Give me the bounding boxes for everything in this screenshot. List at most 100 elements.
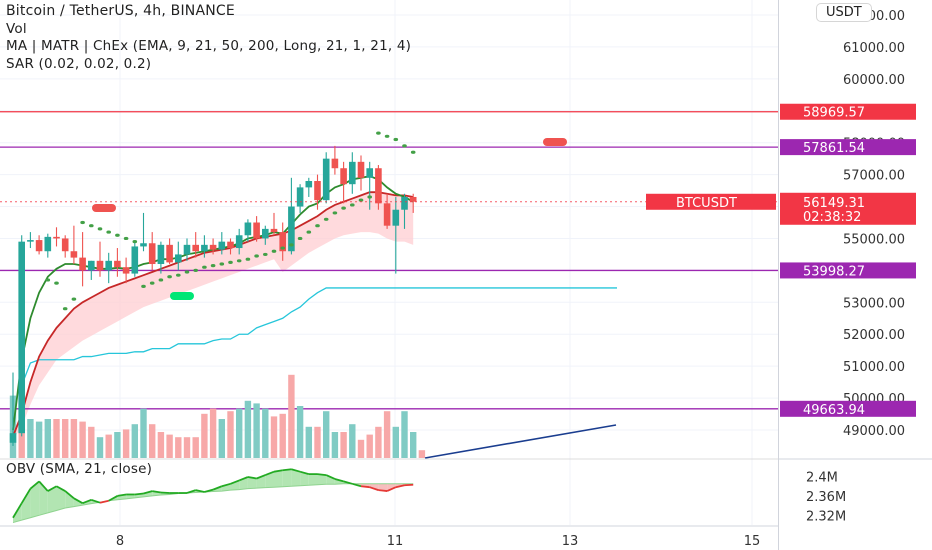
- volume-bar: [27, 419, 34, 458]
- price-tick-label: 55000.00: [843, 232, 905, 247]
- sar-dot: [202, 265, 207, 269]
- volume-bar: [96, 437, 104, 458]
- sar-dot: [228, 260, 233, 265]
- sar-dot: [402, 144, 407, 148]
- obv-line: [238, 476, 249, 482]
- volume-bar: [383, 411, 391, 458]
- time-tick-label: 11: [387, 534, 404, 549]
- candle-body: [27, 240, 34, 242]
- candle-body: [166, 244, 173, 263]
- obv-line: [264, 470, 275, 476]
- volume-bar: [114, 432, 121, 458]
- sar-dot: [289, 243, 294, 247]
- volume-bar: [410, 432, 417, 458]
- symbol-title: Bitcoin / TetherUS, 4h, BINANCE: [6, 3, 235, 19]
- candle-body: [70, 251, 78, 258]
- volume-bars: [9, 374, 617, 459]
- sar-dot: [176, 273, 181, 277]
- candle-body: [122, 267, 130, 274]
- sar-dot: [323, 217, 329, 221]
- obv-line: [134, 492, 144, 496]
- candle-body: [44, 236, 52, 252]
- sar-dot: [80, 220, 85, 225]
- sar-dot: [193, 268, 198, 272]
- candle-body: [357, 161, 365, 178]
- volume-bar: [375, 426, 382, 458]
- axis-labels: 62000.0061000.0060000.0059000.0058000.00…: [0, 9, 916, 549]
- candle-body: [401, 196, 408, 210]
- obv-line: [282, 468, 292, 472]
- candle-body: [218, 241, 226, 250]
- volume-bar: [296, 406, 304, 458]
- obv-fill: [230, 480, 240, 491]
- obv-line: [186, 489, 196, 494]
- candle-body: [227, 241, 234, 249]
- candle-body: [175, 254, 182, 263]
- time-tick-label: 13: [562, 534, 579, 549]
- current-price-badge: [780, 192, 916, 225]
- candle-body: [279, 232, 286, 252]
- obv-pane: [0, 458, 778, 524]
- volume-bar: [105, 434, 112, 458]
- obv-line: [386, 486, 397, 492]
- obv-sma-line: [12, 483, 414, 524]
- obv-line: [143, 490, 153, 495]
- volume-bar: [253, 403, 260, 458]
- sar-dot: [410, 150, 416, 154]
- sar-dot: [115, 233, 120, 237]
- candle-body: [314, 181, 321, 201]
- obv-line: [256, 474, 266, 480]
- candle-body: [375, 168, 382, 204]
- volume-bar: [79, 421, 86, 458]
- sar-dot: [263, 252, 268, 257]
- obv-line: [91, 498, 101, 504]
- obv-line: [360, 485, 370, 489]
- candle-body: [35, 240, 43, 252]
- sar-dot: [97, 227, 103, 231]
- obv-line: [247, 476, 257, 480]
- sar-legend: SAR (0.02, 0.02, 0.2): [6, 56, 152, 72]
- volume-bar: [53, 419, 60, 458]
- obv-fill: [317, 474, 327, 485]
- candle-body: [148, 243, 156, 264]
- level-badge: [780, 103, 916, 120]
- price-tick-label: 60000.00: [843, 73, 905, 88]
- sar-dot: [141, 284, 146, 288]
- candle-body: [349, 161, 356, 185]
- volume-bar: [288, 374, 295, 458]
- obv-line: [20, 488, 32, 504]
- obv-line: [317, 473, 327, 476]
- volume-bar: [192, 437, 199, 458]
- level-badge-label: 53998.27: [803, 264, 865, 279]
- candle-body: [114, 260, 121, 268]
- sar-dot: [62, 307, 68, 311]
- candle-body: [262, 228, 269, 239]
- candle-body: [392, 209, 400, 226]
- candle-body: [183, 244, 191, 255]
- obv-line: [108, 495, 118, 502]
- obv-line: [73, 497, 84, 504]
- obv-fill: [56, 486, 66, 511]
- sar-dot: [71, 297, 77, 301]
- sar-dot: [306, 230, 312, 234]
- obv-fill: [308, 474, 318, 486]
- candle-body: [270, 228, 278, 233]
- volume-bar: [323, 411, 330, 458]
- obv-line: [12, 502, 23, 519]
- obv-line: [395, 484, 405, 489]
- chex-buy-marker: [170, 292, 194, 300]
- obv-line: [230, 479, 240, 485]
- sar-dot: [376, 131, 381, 135]
- obv-line: [195, 489, 205, 493]
- obv-line: [212, 485, 223, 491]
- volume-bar: [183, 437, 191, 458]
- indicator-legend: MA | MATR | ChEx (EMA, 9, 21, 50, 200, L…: [6, 38, 412, 54]
- chex-sell-marker: [543, 138, 567, 146]
- currency-button[interactable]: USDT: [816, 3, 872, 22]
- volume-bar: [236, 408, 243, 458]
- obv-fill: [247, 477, 257, 489]
- sar-dot: [158, 278, 164, 282]
- obv-fill: [65, 491, 74, 509]
